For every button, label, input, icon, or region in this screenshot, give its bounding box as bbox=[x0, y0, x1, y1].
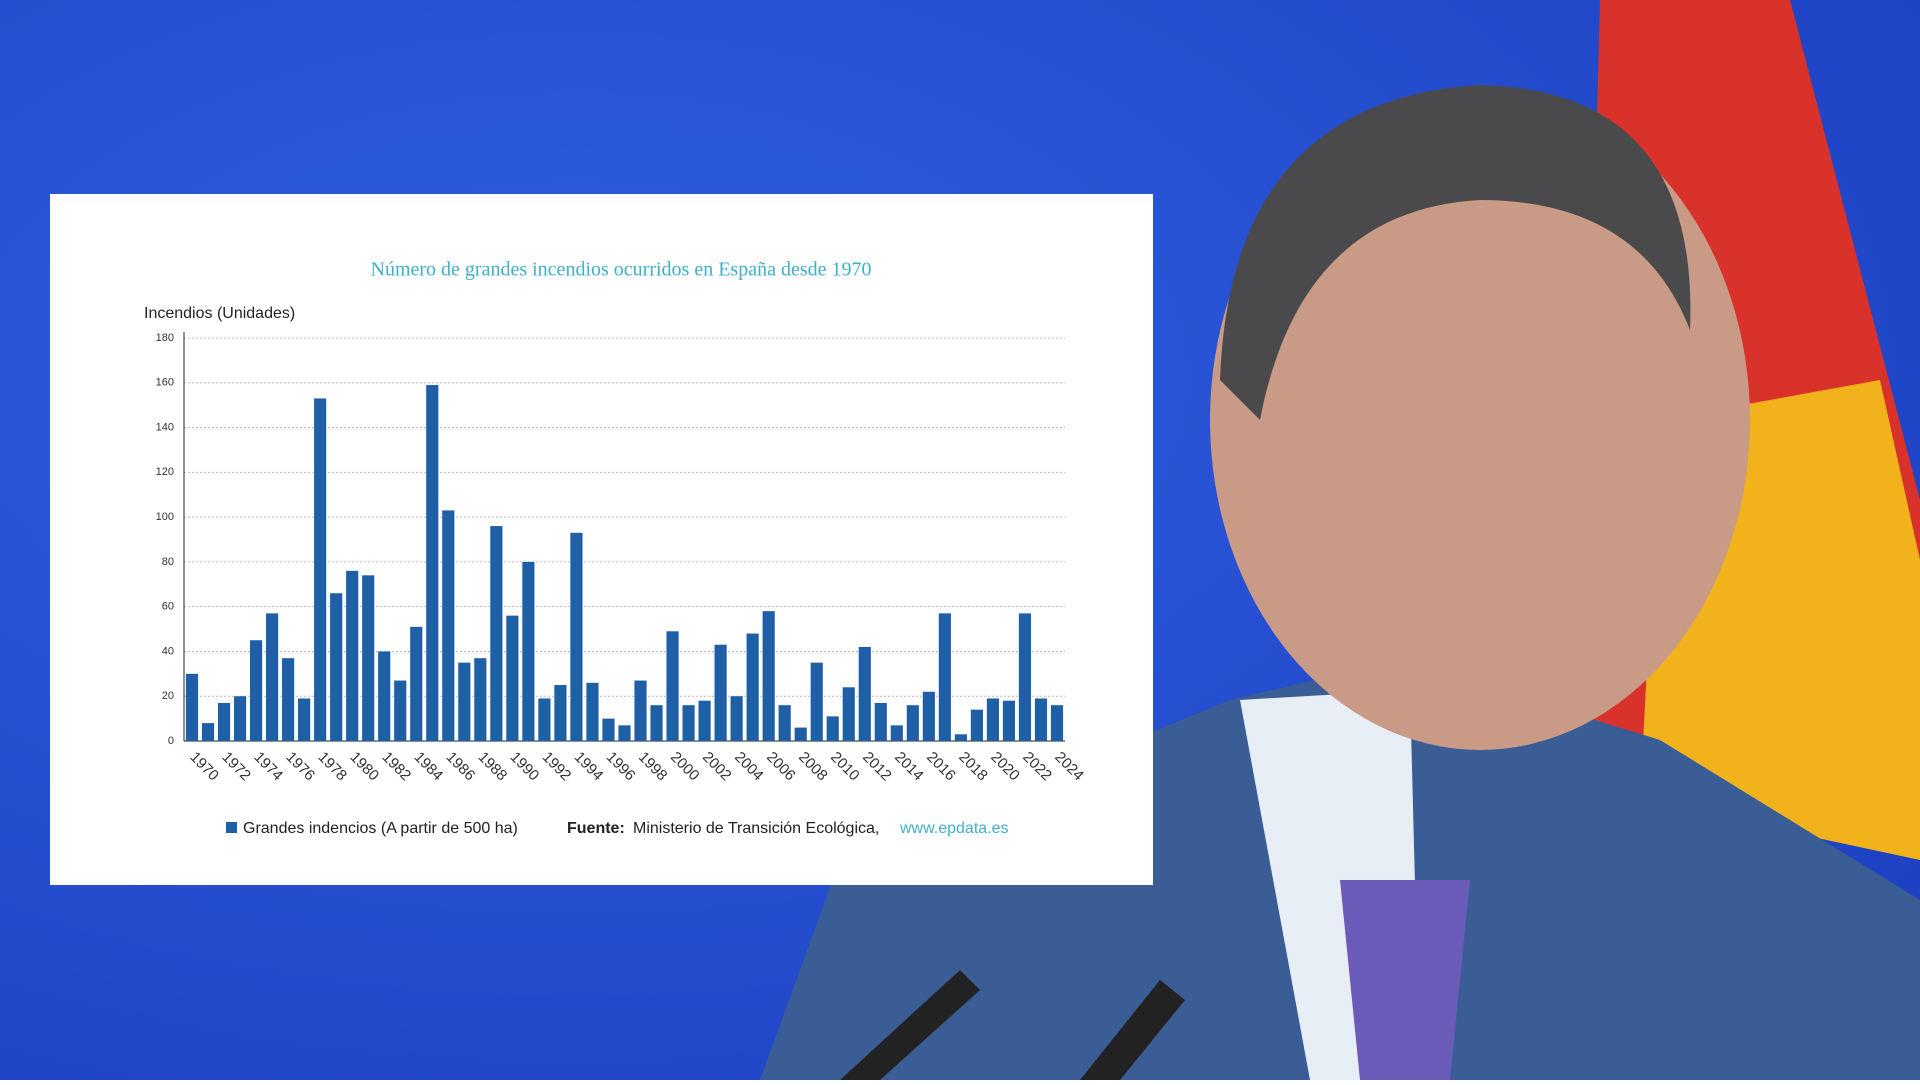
bar bbox=[538, 698, 551, 741]
bar bbox=[522, 561, 535, 741]
bar bbox=[826, 716, 839, 741]
bar bbox=[282, 658, 295, 741]
bar bbox=[682, 705, 695, 741]
y-tick-label: 160 bbox=[156, 377, 174, 389]
microphone bbox=[840, 970, 980, 1080]
hair bbox=[1220, 85, 1691, 420]
legend-label: Grandes indencios (A partir de 500 ha) bbox=[243, 820, 518, 837]
bar bbox=[554, 685, 567, 741]
bar bbox=[1050, 705, 1064, 741]
bar bbox=[410, 626, 423, 741]
bar bbox=[394, 680, 407, 741]
bar bbox=[490, 526, 503, 741]
bar bbox=[762, 611, 775, 741]
bar bbox=[746, 633, 759, 741]
source-url[interactable]: www.epdata.es bbox=[899, 820, 1009, 837]
bar bbox=[1018, 613, 1032, 741]
bar bbox=[906, 705, 919, 741]
source-text: Ministerio de Transición Ecológica, bbox=[633, 820, 879, 837]
bar bbox=[970, 709, 983, 741]
y-tick-label: 140 bbox=[156, 421, 174, 433]
bar bbox=[362, 575, 375, 741]
y-tick-label: 0 bbox=[168, 735, 174, 747]
bar bbox=[634, 680, 647, 741]
bar bbox=[233, 696, 247, 741]
bar bbox=[730, 696, 743, 741]
bar bbox=[201, 723, 215, 741]
bar bbox=[778, 705, 791, 741]
y-tick-label: 40 bbox=[162, 645, 174, 657]
bar bbox=[602, 718, 615, 741]
y-tick-label: 180 bbox=[156, 332, 174, 344]
bar bbox=[650, 705, 663, 741]
microphone bbox=[1080, 980, 1185, 1080]
bar bbox=[586, 682, 599, 741]
y-tick-label: 120 bbox=[156, 466, 174, 478]
bar bbox=[890, 725, 903, 741]
bar bbox=[346, 570, 359, 741]
bar bbox=[666, 631, 679, 741]
bar bbox=[298, 698, 311, 741]
bar bbox=[249, 640, 263, 741]
bar bbox=[1034, 698, 1048, 741]
bar bbox=[378, 651, 391, 741]
source-label: Fuente: bbox=[567, 820, 625, 837]
bar bbox=[618, 725, 631, 741]
bar bbox=[714, 644, 727, 741]
y-axis-label: Incendios (Unidades) bbox=[144, 305, 295, 322]
bar bbox=[458, 662, 471, 741]
bar bbox=[506, 615, 519, 741]
bar bbox=[698, 700, 711, 741]
bar bbox=[954, 734, 967, 741]
y-tick-label: 100 bbox=[156, 511, 174, 523]
chart-title: Número de grandes incendios ocurridos en… bbox=[371, 259, 872, 281]
bar bbox=[1002, 700, 1016, 741]
bar bbox=[570, 532, 583, 741]
bar bbox=[858, 646, 871, 741]
y-tick-label: 80 bbox=[162, 556, 174, 568]
legend-swatch bbox=[226, 822, 237, 833]
bar bbox=[266, 613, 279, 741]
bar bbox=[922, 691, 935, 741]
bar bbox=[185, 673, 199, 741]
bar bbox=[330, 593, 343, 741]
bar bbox=[217, 702, 231, 741]
bar bbox=[874, 702, 887, 741]
bar bbox=[810, 662, 823, 741]
bar bbox=[842, 687, 855, 741]
face bbox=[1210, 90, 1750, 750]
bar bbox=[794, 727, 807, 741]
bar bbox=[314, 398, 327, 741]
bar bbox=[426, 385, 439, 741]
tie bbox=[1340, 880, 1470, 1080]
bar bbox=[938, 613, 951, 741]
bar bbox=[986, 698, 1000, 741]
bar bbox=[474, 658, 487, 741]
chart-card bbox=[50, 194, 1153, 885]
bar bbox=[442, 510, 455, 741]
y-tick-label: 60 bbox=[162, 601, 174, 613]
y-tick-label: 20 bbox=[162, 690, 174, 702]
